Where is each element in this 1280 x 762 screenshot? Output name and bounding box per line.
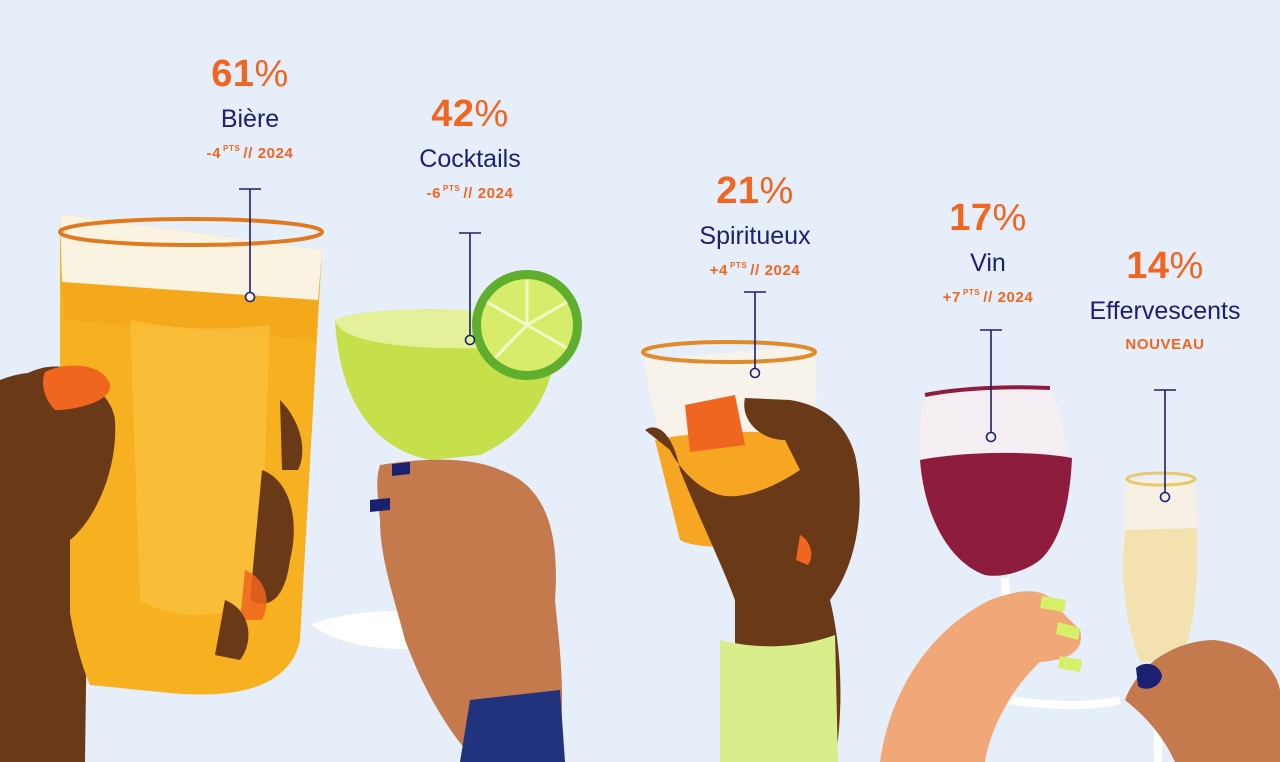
pointer-spiritueux (744, 291, 766, 368)
name-spiritueux: Spiritueux (699, 222, 811, 250)
delta-spiritueux: +4 PTS// 2024 (709, 261, 801, 279)
percent-vin: 17% (949, 197, 1027, 239)
label-biere: 61% Bière -4 PTS// 2024 (150, 55, 350, 161)
cocktail-glass-icon (310, 270, 582, 762)
beer-glass-icon (0, 214, 324, 762)
champagne-flute-icon (1122, 471, 1280, 762)
label-cocktails: 42% Cocktails -6 PTS// 2024 (370, 95, 570, 201)
spirits-glass-icon (641, 340, 860, 762)
pointer-cocktails (459, 232, 481, 335)
delta-vin: +7 PTS// 2024 (942, 288, 1034, 306)
name-cocktails: Cocktails (419, 145, 521, 173)
badge-nouveau: NOUVEAU (1125, 336, 1205, 353)
label-effervescents: 14% Effervescents NOUVEAU (1060, 247, 1270, 352)
name-vin: Vin (970, 249, 1006, 277)
percent-effervescents: 14% (1126, 245, 1204, 287)
delta-biere: -4 PTS// 2024 (206, 144, 294, 162)
name-effervescents: Effervescents (1089, 297, 1241, 325)
pointer-biere (239, 188, 261, 292)
delta-cocktails: -6 PTS// 2024 (426, 184, 514, 202)
percent-spiritueux: 21% (716, 170, 794, 212)
pointer-lines (239, 188, 1176, 503)
name-biere: Bière (220, 105, 280, 133)
pointer-effervescents (1154, 389, 1176, 492)
percent-cocktails: 42% (431, 93, 509, 135)
label-vin: 17% Vin +7 PTS// 2024 (888, 199, 1088, 305)
label-spiritueux: 21% Spiritueux +4 PTS// 2024 (655, 172, 855, 278)
percent-biere: 61% (211, 53, 289, 95)
wine-glass-icon (880, 385, 1122, 762)
pointer-vin (980, 329, 1002, 432)
